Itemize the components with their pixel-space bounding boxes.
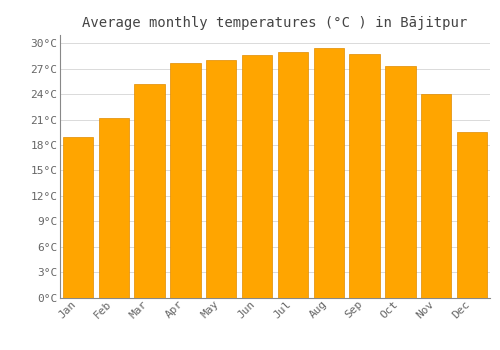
Bar	[242, 55, 272, 298]
Bar	[170, 63, 200, 298]
Bar	[134, 84, 165, 298]
Title: Average monthly temperatures (°C ) in Bājitpur: Average monthly temperatures (°C ) in Bā…	[82, 16, 468, 30]
Bar	[206, 60, 236, 298]
Bar	[62, 136, 93, 298]
Bar	[350, 55, 380, 298]
Bar	[98, 118, 129, 297]
Bar	[314, 48, 344, 298]
Bar	[385, 66, 416, 298]
Bar	[457, 132, 488, 298]
Bar	[278, 52, 308, 298]
Bar	[421, 94, 452, 298]
